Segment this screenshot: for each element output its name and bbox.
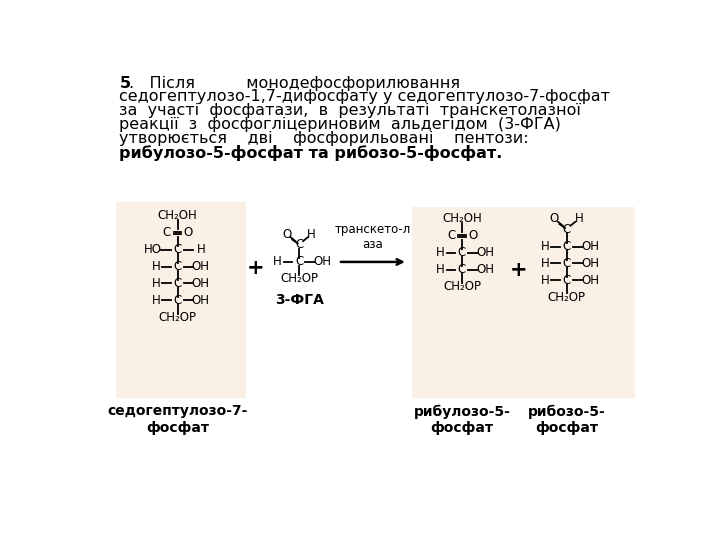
Text: O: O — [282, 228, 292, 241]
Bar — [412, 207, 635, 398]
Text: OH: OH — [192, 277, 210, 290]
Text: OH: OH — [192, 294, 210, 307]
Text: CH₂OP: CH₂OP — [280, 272, 318, 285]
Text: HO: HO — [144, 243, 162, 256]
Text: C: C — [174, 260, 181, 273]
Text: C: C — [562, 257, 571, 270]
Text: OH: OH — [581, 257, 599, 270]
Text: C: C — [174, 277, 181, 290]
Text: H: H — [541, 257, 549, 270]
Text: H: H — [541, 274, 549, 287]
Text: C: C — [562, 274, 571, 287]
Text: C: C — [174, 243, 181, 256]
Text: H: H — [436, 263, 445, 276]
Text: OH: OH — [192, 260, 210, 273]
Text: H: H — [436, 246, 445, 259]
Text: H: H — [197, 243, 205, 256]
Text: C: C — [174, 294, 181, 307]
Text: H: H — [273, 255, 282, 268]
Text: C: C — [562, 223, 571, 236]
Text: C: C — [447, 230, 455, 242]
Text: C: C — [562, 240, 571, 253]
Text: утворюється    дві    фосфорильовані    пентози:: утворюється дві фосфорильовані пентози: — [120, 131, 529, 146]
Text: OH: OH — [313, 255, 331, 268]
Text: рибозо-5-
фосфат: рибозо-5- фосфат — [528, 404, 606, 435]
Text: .   Після          монодефосфорилювання: . Після монодефосфорилювання — [129, 76, 460, 91]
Text: H: H — [151, 260, 161, 273]
Text: H: H — [151, 294, 161, 307]
Text: H: H — [541, 240, 549, 253]
Text: OH: OH — [581, 274, 599, 287]
Text: CH₂OP: CH₂OP — [443, 280, 481, 293]
Text: H: H — [575, 212, 583, 225]
Text: CH₂OH: CH₂OH — [442, 212, 482, 225]
Text: O: O — [468, 230, 477, 242]
Text: O: O — [549, 212, 559, 225]
Text: O: O — [184, 226, 193, 239]
Text: C: C — [458, 246, 466, 259]
Text: реакції  з  фосфогліцериновим  альдегідом  (3-ФГА): реакції з фосфогліцериновим альдегідом (… — [120, 117, 562, 132]
Text: CH₂OP: CH₂OP — [158, 311, 197, 324]
Text: 3-ФГА: 3-ФГА — [275, 293, 324, 307]
Text: H: H — [307, 228, 316, 241]
Bar — [116, 202, 246, 398]
Text: C: C — [458, 263, 466, 276]
Text: CH₂OP: CH₂OP — [548, 291, 585, 304]
Text: OH: OH — [476, 246, 494, 259]
Text: рибулозо-5-фосфат та рибозо-5-фосфат.: рибулозо-5-фосфат та рибозо-5-фосфат. — [120, 145, 503, 161]
Text: CH₂OH: CH₂OH — [158, 209, 197, 222]
Text: H: H — [151, 277, 161, 290]
Text: OH: OH — [476, 263, 494, 276]
Text: +: + — [510, 260, 527, 280]
Text: за  участі  фосфатази,  в  результаті  транскетолазної: за участі фосфатази, в результаті транск… — [120, 103, 581, 118]
Text: C: C — [295, 255, 303, 268]
Text: C: C — [295, 239, 303, 252]
Text: седогептулозо-7-
фосфат: седогептулозо-7- фосфат — [107, 404, 248, 435]
Text: C: C — [163, 226, 171, 239]
Text: 5: 5 — [120, 76, 130, 91]
Text: OH: OH — [581, 240, 599, 253]
Text: транскето-л
аза: транскето-л аза — [335, 223, 411, 251]
Text: +: + — [246, 258, 264, 278]
Text: седогептулозо-1,7-дифосфату у седогептулозо-7-фосфат: седогептулозо-1,7-дифосфату у седогептул… — [120, 90, 611, 104]
Text: рибулозо-5-
фосфат: рибулозо-5- фосфат — [413, 404, 510, 435]
